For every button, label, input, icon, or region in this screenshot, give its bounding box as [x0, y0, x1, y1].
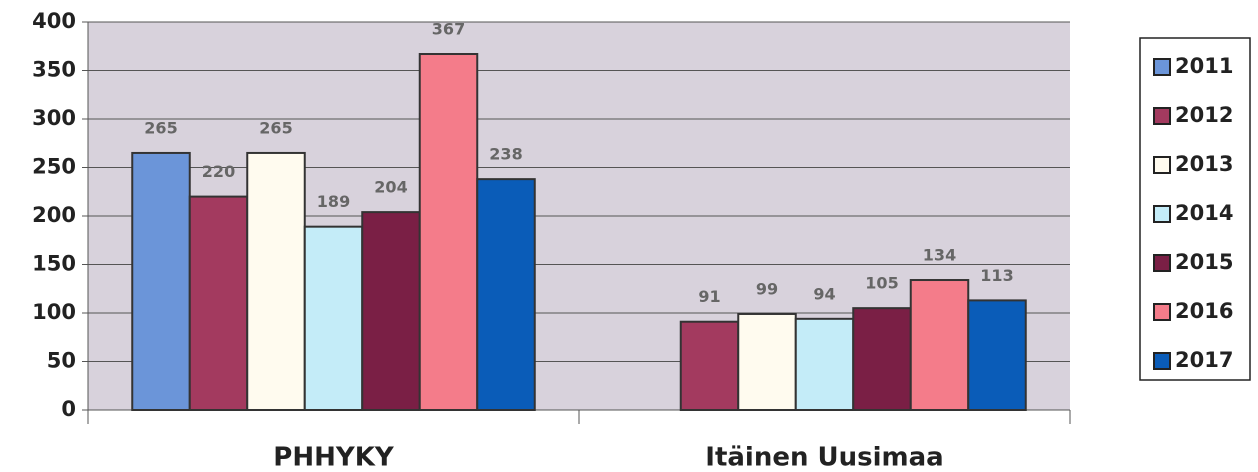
- value-label: 220: [202, 162, 235, 181]
- y-tick-label: 200: [32, 203, 76, 227]
- bar: [418, 53, 479, 411]
- bar: [246, 151, 306, 411]
- legend-label: 2014: [1175, 201, 1233, 225]
- y-tick-label: 350: [32, 58, 76, 82]
- value-label: 189: [317, 192, 350, 211]
- legend-label: 2015: [1175, 250, 1233, 274]
- y-tick-label: 50: [47, 349, 76, 373]
- x-tick-label: Itäinen Uusimaa: [705, 443, 943, 472]
- legend-label: 2013: [1175, 152, 1233, 176]
- value-label: 94: [813, 284, 835, 303]
- value-label: 265: [259, 118, 292, 137]
- x-tick-label: PHHYKY: [273, 443, 395, 472]
- value-label: 99: [756, 279, 778, 298]
- bar: [967, 299, 1027, 412]
- legend-swatch: [1153, 107, 1171, 125]
- bar: [131, 151, 191, 411]
- y-tick-label: 400: [32, 9, 76, 33]
- bar: [476, 178, 536, 411]
- y-tick-label: 300: [32, 106, 76, 130]
- legend-swatch: [1153, 352, 1171, 370]
- legend-swatch: [1153, 58, 1171, 76]
- y-tick-label: 0: [61, 397, 76, 421]
- bar: [188, 195, 249, 411]
- bar: [737, 312, 797, 411]
- bar: [794, 317, 855, 412]
- legend-label: 2017: [1175, 348, 1233, 372]
- legend-swatch: [1153, 205, 1171, 223]
- value-label: 265: [144, 118, 177, 137]
- value-label: 105: [865, 274, 898, 293]
- value-label: 91: [698, 287, 720, 306]
- bar: [852, 307, 912, 411]
- legend-label: 2012: [1175, 103, 1233, 127]
- legend-swatch: [1153, 254, 1171, 272]
- value-label: 367: [432, 20, 465, 39]
- value-label: 238: [489, 145, 522, 164]
- legend-label: 2016: [1175, 299, 1233, 323]
- bar: [679, 320, 740, 412]
- bar: [909, 279, 970, 411]
- y-tick-label: 100: [32, 300, 76, 324]
- bar: [361, 211, 421, 411]
- value-label: 134: [923, 246, 956, 265]
- legend-swatch: [1153, 303, 1171, 321]
- y-tick-label: 250: [32, 155, 76, 179]
- y-tick-label: 150: [32, 252, 76, 276]
- legend-swatch: [1153, 156, 1171, 174]
- value-label: 204: [374, 178, 407, 197]
- legend-label: 2011: [1175, 54, 1233, 78]
- value-label: 113: [980, 266, 1013, 285]
- bar: [303, 225, 364, 411]
